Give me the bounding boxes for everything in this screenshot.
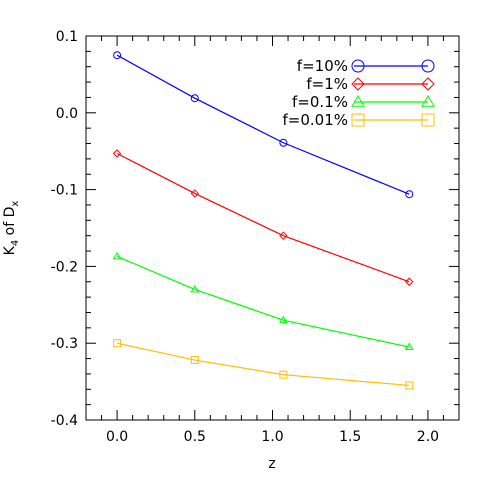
data-point (405, 277, 414, 286)
y-axis-title-sub2: x (10, 201, 21, 207)
tick-marks (85, 35, 460, 421)
x-tick-label: 0.0 (106, 429, 128, 445)
legend-entry: f=10% (297, 57, 435, 75)
y-axis-title-mid: of D (2, 207, 18, 240)
x-tick-label: 2.0 (417, 429, 439, 445)
legend-label: f=10% (297, 57, 348, 75)
legend-label: f=0.1% (292, 93, 348, 111)
series-2 (112, 251, 414, 350)
data-point (404, 342, 414, 350)
series-3 (113, 339, 414, 390)
legend-label: f=0.01% (282, 111, 348, 129)
data-point (279, 315, 288, 324)
data-point (113, 339, 122, 348)
series-layer (112, 51, 414, 390)
y-tick-label: -0.4 (51, 413, 78, 429)
legend-marker (421, 77, 435, 91)
legend-marker (421, 113, 435, 127)
y-axis-title-sub: 4 (10, 240, 21, 246)
tick-labels: 0.0 0.5 1.0 1.5 2.0 -0.4 -0.3 -0.2 -0.1 0.0 0.1 (51, 29, 439, 445)
y-tick-label: -0.1 (51, 183, 78, 199)
data-point (190, 356, 199, 365)
x-axis-title: z (268, 456, 275, 472)
legend-marker (421, 95, 435, 107)
plot-frame (85, 35, 460, 421)
data-point (279, 138, 288, 147)
y-tick-label: 0.1 (56, 29, 78, 45)
legend-marker (421, 59, 435, 73)
x-tick-label: 0.5 (184, 429, 206, 445)
legend-marker (351, 95, 365, 107)
x-tick-label: 1.5 (339, 429, 361, 445)
data-point (190, 284, 200, 293)
data-point (113, 51, 122, 60)
data-point (112, 251, 122, 260)
y-tick-label: -0.3 (51, 336, 78, 352)
legend-label: f=1% (306, 75, 348, 93)
legend-entry: f=0.01% (282, 111, 435, 129)
series-line (116, 255, 410, 348)
data-point (112, 149, 122, 158)
legend: f=10%f=1%f=0.1%f=0.01% (282, 57, 435, 129)
legend-entry: f=0.1% (292, 93, 435, 111)
legend-marker (351, 77, 365, 91)
data-point (190, 189, 199, 198)
series-line (116, 152, 410, 283)
series-0 (113, 51, 414, 199)
data-point (279, 231, 288, 240)
y-axis-title: K4 of Dx (2, 201, 21, 256)
y-tick-label: -0.2 (51, 259, 78, 275)
legend-marker (351, 113, 365, 127)
data-point (405, 381, 414, 390)
data-point (279, 370, 288, 379)
series-line (116, 342, 410, 387)
data-point (405, 190, 414, 199)
series-1 (112, 149, 414, 286)
y-tick-label: 0.0 (56, 106, 78, 122)
legend-marker (351, 59, 365, 73)
data-point (190, 94, 199, 103)
y-axis-title-main: K (2, 245, 18, 255)
legend-entry: f=1% (306, 75, 435, 93)
x-tick-label: 1.0 (261, 429, 283, 445)
series-line (116, 54, 410, 195)
